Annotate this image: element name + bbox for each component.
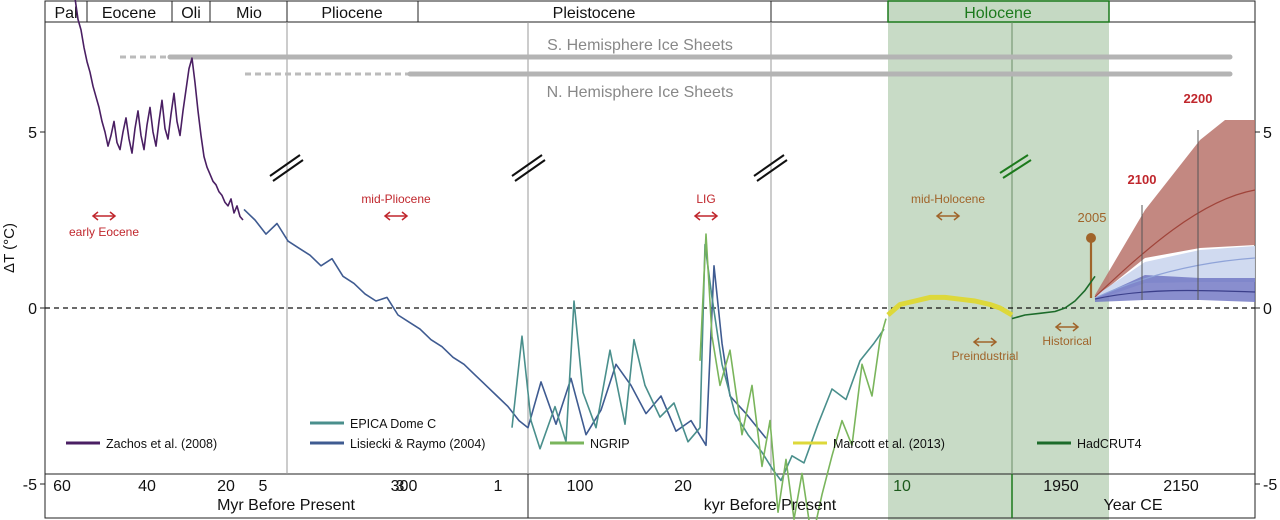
mid-projection-band (1095, 246, 1255, 300)
epoch-pliocene: Pliocene (321, 5, 382, 22)
x-axis-band (44, 473, 1256, 519)
x-tick-label: 1950 (1043, 478, 1079, 495)
x-axis-label-year: Year CE (1104, 497, 1163, 514)
projection-label-2100: 2100 (1128, 172, 1157, 187)
x-tick-label: 5 (259, 478, 268, 495)
svg-text:Preindustrial: Preindustrial (952, 349, 1019, 363)
x-tick-label: 100 (567, 478, 594, 495)
x-tick-label: 1 (494, 478, 503, 495)
svg-text:Historical: Historical (1042, 334, 1091, 348)
svg-text:Zachos et al. (2008): Zachos et al. (2008) (106, 437, 217, 451)
y-tick-label-left: 0 (28, 301, 37, 318)
axis-break-marks (269, 154, 788, 182)
x-tick-label: 20 (674, 478, 692, 495)
x-tick-label: 2150 (1163, 478, 1199, 495)
svg-text:Marcott et al. (2013): Marcott et al. (2013) (833, 437, 945, 451)
epoch-pal: Pal (54, 5, 77, 22)
series-hadcrut4 (1011, 275, 1096, 320)
climate-state-preindustrial: Preindustrial (952, 337, 1019, 363)
x-axis-label-myr: Myr Before Present (217, 497, 355, 514)
climate-state-lig: LIG (693, 192, 719, 221)
climate-state-historical: Historical (1042, 322, 1092, 348)
y-tick-label-right: 5 (1263, 125, 1272, 142)
ice-sheets: S. Hemisphere Ice Sheets N. Hemisphere I… (120, 37, 1233, 101)
legend-item-ngrip: NGRIP (550, 437, 630, 451)
svg-text:Lisiecki & Raymo (2004): Lisiecki & Raymo (2004) (350, 437, 485, 451)
epoch-band (44, 0, 1256, 23)
x-axis-label-kyr: kyr Before Present (704, 497, 837, 514)
svg-text:NGRIP: NGRIP (590, 437, 630, 451)
holocene-epoch-cell (887, 0, 1110, 23)
x-tick-label: 60 (53, 478, 71, 495)
projection-label-2005: 2005 (1078, 210, 1107, 225)
x-tick-label: 3 (396, 478, 405, 495)
series-ngrip (699, 233, 887, 520)
y-tick-label-left: -5 (23, 477, 37, 494)
series-zachos-et-al-2008 (74, 0, 244, 221)
series-epica-dome-c (511, 243, 885, 482)
y-axis-label: ΔT (°C) (1, 223, 18, 273)
holocene-shading (888, 0, 1109, 520)
north-ice-sheet-label: N. Hemisphere Ice Sheets (547, 84, 734, 101)
x-tick-label: 300 (391, 478, 418, 495)
projection-label-2200: 2200 (1184, 91, 1213, 106)
svg-text:mid-Pliocene: mid-Pliocene (361, 192, 431, 206)
south-ice-sheet-label: S. Hemisphere Ice Sheets (547, 37, 733, 54)
legend: Zachos et al. (2008) Lisiecki & Raymo (20… (66, 417, 1142, 451)
series-marcott-et-al-2013 (886, 294, 1014, 318)
series-lisiecki-raymo-2004 (243, 208, 767, 447)
holocene-break-mark (999, 154, 1032, 179)
epoch-pleistocene: Pleistocene (553, 5, 636, 22)
svg-text:HadCRUT4: HadCRUT4 (1077, 437, 1142, 451)
climate-state-mid-pliocene: mid-Pliocene (361, 192, 431, 221)
mid-projection-line (1094, 257, 1256, 299)
x-tick-label: 40 (138, 478, 156, 495)
climate-state-mid-holocene: mid-Holocene (911, 192, 985, 221)
legend-item-zachos-et-al-2008: Zachos et al. (2008) (66, 437, 217, 451)
legend-item-lisiecki-raymo-2004: Lisiecki & Raymo (2004) (310, 437, 485, 451)
high-projection-line (1094, 189, 1256, 298)
epoch-holocene: Holocene (964, 5, 1032, 22)
epoch-oli: Oli (181, 5, 201, 22)
epoch-eocene: Eocene (102, 5, 156, 22)
climate-state-early-eocene: early Eocene (69, 211, 139, 239)
marker-2005-dot (1086, 233, 1096, 243)
svg-text:early Eocene: early Eocene (69, 225, 139, 239)
x-tick-label: 20 (217, 478, 235, 495)
y-tick-label-right: 0 (1263, 301, 1272, 318)
y-tick-label-left: 5 (28, 125, 37, 142)
low-projection-band (1095, 275, 1255, 302)
epoch-mio: Mio (236, 5, 262, 22)
legend-item-hadcrut4: HadCRUT4 (1037, 437, 1142, 451)
legend-item-epica-dome-c: EPICA Dome C (310, 417, 436, 431)
y-tick-label-right: -5 (1263, 477, 1277, 494)
high-projection-band (1095, 120, 1255, 298)
x-tick-label: 10 (893, 478, 911, 495)
svg-text:EPICA Dome C: EPICA Dome C (350, 417, 436, 431)
svg-text:LIG: LIG (696, 192, 715, 206)
legend-item-marcott-et-al-2013: Marcott et al. (2013) (793, 437, 945, 451)
low-projection-line (1094, 289, 1256, 300)
svg-text:mid-Holocene: mid-Holocene (911, 192, 985, 206)
projection-fan (1094, 120, 1256, 302)
